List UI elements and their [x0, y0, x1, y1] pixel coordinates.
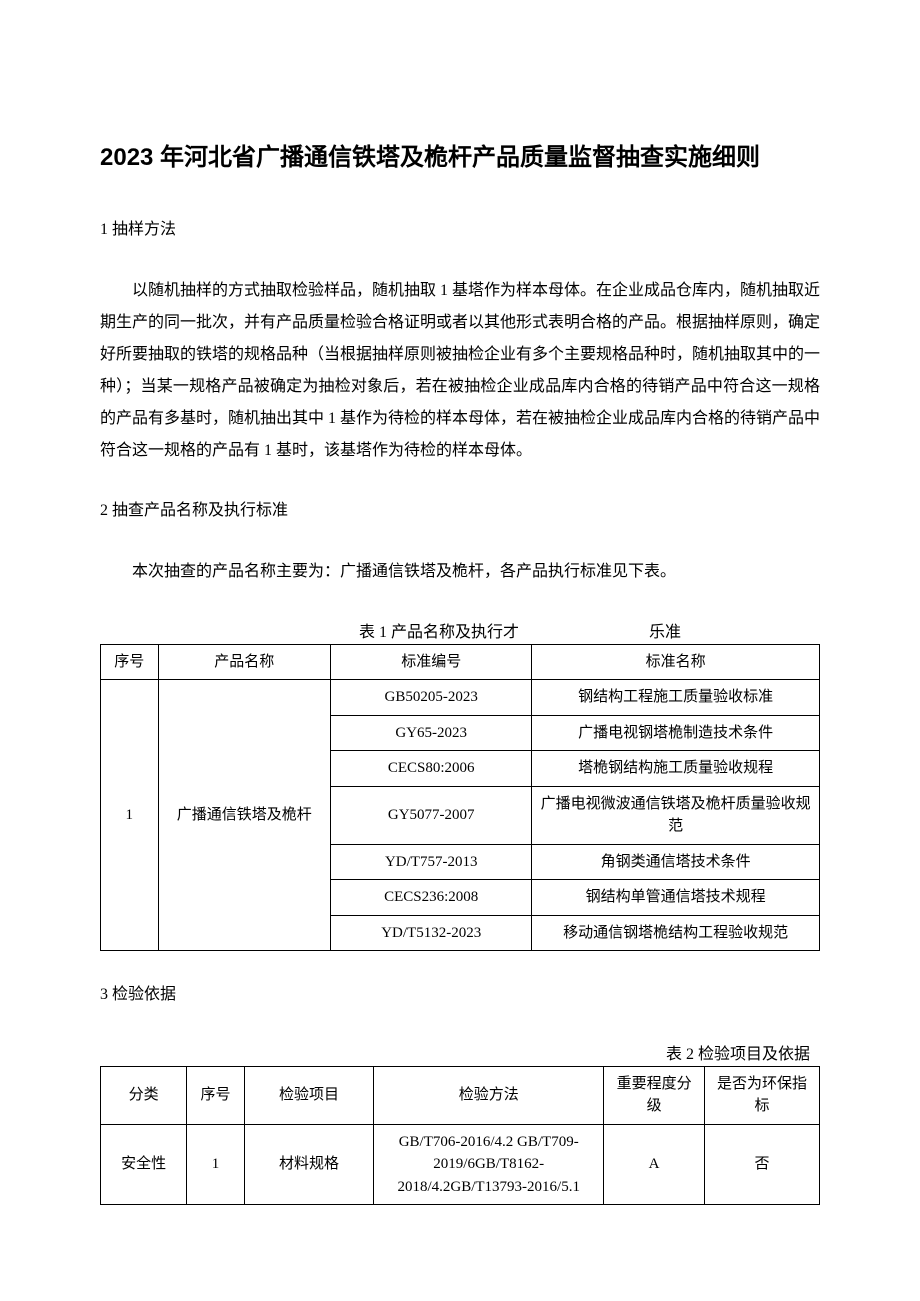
table1-caption: 表 1 产品名称及执行才 乐准: [100, 618, 820, 642]
table1-caption-right: 乐准: [649, 618, 681, 642]
table1-product: 广播通信铁塔及桅杆: [158, 680, 331, 951]
table1-header-seq: 序号: [101, 644, 159, 680]
table2: 分类 序号 检验项目 检验方法 重要程度分级 是否为环保指标 安全性 1 材料规…: [100, 1066, 820, 1206]
table2-category: 安全性: [101, 1124, 187, 1205]
table-row: 分类 序号 检验项目 检验方法 重要程度分级 是否为环保指标: [101, 1066, 820, 1124]
table2-method: GB/T706-2016/4.2 GB/T709-2019/6GB/T8162-…: [374, 1124, 604, 1205]
section3-heading: 3 检验依据: [100, 981, 820, 1010]
table1-std-code: GY65-2023: [331, 715, 532, 751]
table1-std-name: 角钢类通信塔技术条件: [532, 844, 820, 880]
table2-caption: 表 2 检验项目及依据: [100, 1040, 820, 1064]
table2-index: 1: [187, 1124, 245, 1205]
table1-std-code: YD/T757-2013: [331, 844, 532, 880]
section2-heading: 2 抽查产品名称及执行标准: [100, 497, 820, 526]
table1-header-product: 产品名称: [158, 644, 331, 680]
table1-std-code: CECS80:2006: [331, 751, 532, 787]
table1-std-code: YD/T5132-2023: [331, 915, 532, 951]
table2-env: 否: [704, 1124, 819, 1205]
table1-std-code: GY5077-2007: [331, 786, 532, 844]
table-row: 1 广播通信铁塔及桅杆 GB50205-2023 钢结构工程施工质量验收标准: [101, 680, 820, 716]
table1-std-name: 广播电视微波通信铁塔及桅杆质量验收规范: [532, 786, 820, 844]
table-row: 序号 产品名称 标准编号 标准名称: [101, 644, 820, 680]
table1-std-code: GB50205-2023: [331, 680, 532, 716]
table2-header-level: 重要程度分级: [604, 1066, 705, 1124]
table2-header-item: 检验项目: [244, 1066, 373, 1124]
table1-header-code: 标准编号: [331, 644, 532, 680]
table1-std-name: 钢结构工程施工质量验收标准: [532, 680, 820, 716]
table1-std-name: 移动通信钢塔桅结构工程验收规范: [532, 915, 820, 951]
table1-std-code: CECS236:2008: [331, 880, 532, 916]
table1-std-name: 钢结构单管通信塔技术规程: [532, 880, 820, 916]
table2-header-category: 分类: [101, 1066, 187, 1124]
table2-item: 材料规格: [244, 1124, 373, 1205]
table1: 序号 产品名称 标准编号 标准名称 1 广播通信铁塔及桅杆 GB50205-20…: [100, 644, 820, 952]
table2-level: A: [604, 1124, 705, 1205]
table-row: 安全性 1 材料规格 GB/T706-2016/4.2 GB/T709-2019…: [101, 1124, 820, 1205]
page-title: 2023 年河北省广播通信铁塔及桅杆产品质量监督抽查实施细则: [100, 140, 820, 176]
section1-heading: 1 抽样方法: [100, 216, 820, 245]
table2-header-method: 检验方法: [374, 1066, 604, 1124]
table1-header-name: 标准名称: [532, 644, 820, 680]
table2-header-seq: 序号: [187, 1066, 245, 1124]
table1-std-name: 塔桅钢结构施工质量验收规程: [532, 751, 820, 787]
section1-body: 以随机抽样的方式抽取检验样品，随机抽取 1 基塔作为样本母体。在企业成品仓库内，…: [100, 275, 820, 467]
table1-std-name: 广播电视钢塔桅制造技术条件: [532, 715, 820, 751]
table1-caption-left: 表 1 产品名称及执行才: [359, 618, 519, 642]
table1-index: 1: [101, 680, 159, 951]
section2-intro: 本次抽查的产品名称主要为：广播通信铁塔及桅杆，各产品执行标准见下表。: [100, 556, 820, 588]
table2-header-env: 是否为环保指标: [704, 1066, 819, 1124]
